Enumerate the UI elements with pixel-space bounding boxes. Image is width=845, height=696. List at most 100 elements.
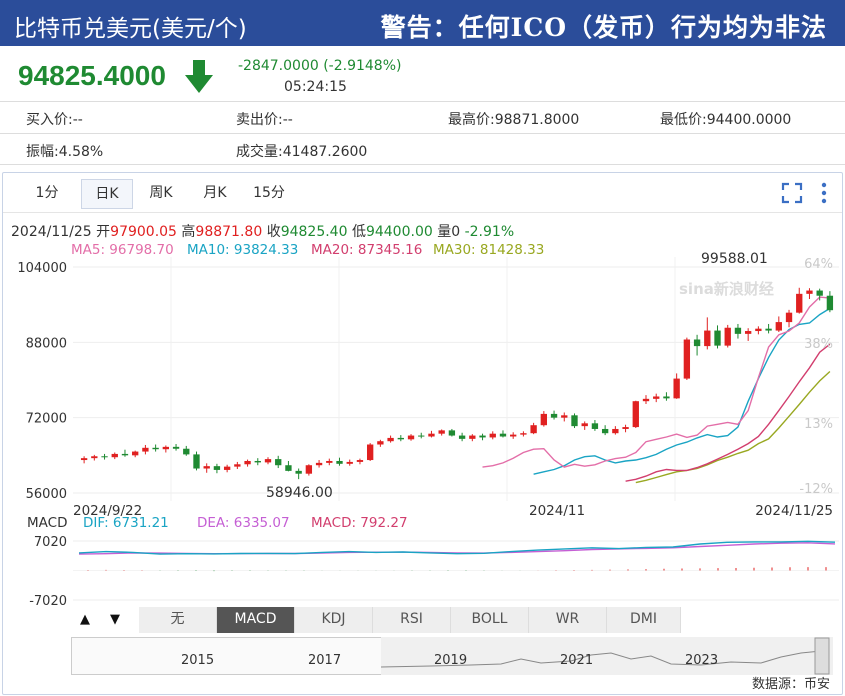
nav-year: 2023 <box>685 653 719 668</box>
candle-body <box>234 464 241 467</box>
ma5-legend: MA5: 96798.70 <box>71 242 174 258</box>
indicator-none[interactable]: 无 <box>139 607 217 633</box>
candle-body <box>264 459 272 463</box>
ohlc-date: 2024/11/25 <box>11 224 92 240</box>
tab-1min[interactable]: 1分 <box>35 185 59 201</box>
candle-body <box>458 435 466 439</box>
stats-table: 买入价:-- 卖出价:-- 最高价:98871.8000 最低价:94400.0… <box>0 101 845 165</box>
macd-y-label: 7020 <box>34 535 67 550</box>
candle-body <box>356 460 364 462</box>
candle-body <box>336 460 343 464</box>
candle-body <box>397 437 404 440</box>
macd-legend: MACD: 792.27 <box>311 515 408 531</box>
candle-body <box>101 456 108 458</box>
candle-body <box>601 428 609 434</box>
open-value: 97900.05 <box>110 224 177 240</box>
candle-body <box>193 454 200 469</box>
candle-body <box>428 433 435 437</box>
fullscreen-icon[interactable] <box>781 182 803 204</box>
nav-year: 2021 <box>560 653 594 668</box>
amplitude-stat: 振幅:4.58% <box>26 144 104 160</box>
kline-chart: sina新浪财经 104000 88000 72000 56000 64% 38% 13% -… <box>17 251 839 609</box>
candle-body <box>407 435 415 440</box>
high-value: 98871.80 <box>195 224 263 240</box>
candle-body <box>111 453 118 458</box>
indicator-boll[interactable]: BOLL <box>451 607 529 633</box>
y-tick-label: 88000 <box>26 336 67 351</box>
pct-tick-label: -12% <box>799 482 833 497</box>
min-price-label: 58946.00 <box>266 485 333 501</box>
indicator-rsi[interactable]: RSI <box>373 607 451 633</box>
chart-panel: 1分 日K 周K 月K 15分 2024/11/25 开97900.05 高98… <box>2 172 843 695</box>
indicator-kdj[interactable]: KDJ <box>295 607 373 633</box>
candle-body <box>254 460 261 463</box>
candle-body <box>632 401 639 428</box>
quote-time: 05:24:15 <box>284 79 347 95</box>
tab-15min[interactable]: 15分 <box>253 185 285 201</box>
candle-body <box>704 330 711 347</box>
ma30-legend: MA30: 81428.33 <box>433 242 545 258</box>
warning-banner: 警告：任何ICO（发币）行为均为非法 <box>380 13 827 42</box>
candle-body <box>673 378 680 399</box>
candle-body <box>132 451 139 456</box>
candle-body <box>142 447 149 452</box>
y-tick-label: 56000 <box>26 487 67 502</box>
candle-body <box>581 423 588 427</box>
candle-body <box>550 413 558 418</box>
candle-body <box>591 423 599 429</box>
candle-body <box>305 465 313 474</box>
down-arrow-icon <box>185 60 213 93</box>
candle-body <box>785 312 793 323</box>
navigator-handle[interactable] <box>814 637 830 675</box>
history-navigator[interactable] <box>71 637 833 675</box>
tab-monthly[interactable]: 月K <box>203 185 227 201</box>
ma10-line <box>533 307 831 475</box>
candle-body <box>663 396 670 399</box>
candle-body <box>530 425 537 434</box>
tab-weekly[interactable]: 周K <box>149 185 173 201</box>
volume-stat: 成交量:41487.2600 <box>236 144 368 160</box>
y-tick-label: 104000 <box>17 261 67 276</box>
x-tick-label: 2024/11 <box>529 503 585 519</box>
candle-body <box>183 448 190 455</box>
candle-body <box>295 470 302 474</box>
candle-body <box>80 458 88 461</box>
candle-body <box>346 461 353 464</box>
macd-title: MACD <box>27 515 67 531</box>
indicator-macd[interactable]: MACD <box>217 607 295 633</box>
app-header: 比特币兑美元(美元/个) 警告：任何ICO（发币）行为均为非法 <box>0 0 845 46</box>
indicator-wr[interactable]: WR <box>529 607 607 633</box>
candle-body <box>826 295 834 311</box>
candle-body <box>244 460 251 465</box>
x-tick-label: 2024/9/22 <box>73 503 142 519</box>
candle-body <box>775 322 782 331</box>
pct-tick-label: 64% <box>804 257 833 272</box>
tab-daily[interactable]: 日K <box>81 179 133 209</box>
dea-line <box>78 542 836 555</box>
candle-body <box>510 434 517 437</box>
nav-year: 2017 <box>308 653 342 668</box>
more-options-icon[interactable] <box>819 181 829 205</box>
x-tick-label: 2024/11/25 <box>755 503 833 519</box>
scroll-up-button[interactable]: ▲ <box>80 612 90 627</box>
candle-body <box>744 331 752 334</box>
current-price: 94825.4000 <box>18 60 166 91</box>
candle-body <box>714 330 721 346</box>
candle-body <box>693 339 701 347</box>
candle-body <box>448 430 456 436</box>
indicator-dmi[interactable]: DMI <box>607 607 681 633</box>
candle-body <box>642 398 650 402</box>
candle-body <box>438 430 445 434</box>
candle-body <box>315 462 323 466</box>
ask-stat: 卖出价:-- <box>236 112 293 128</box>
candle-body <box>540 413 548 426</box>
candle-body <box>683 339 691 379</box>
candle-body <box>377 441 384 445</box>
ma30-line <box>635 370 831 484</box>
candle-body <box>561 415 568 418</box>
dea-legend: DEA: 6335.07 <box>197 515 290 531</box>
candle-body <box>162 446 170 450</box>
pct-tick-label: 13% <box>804 417 833 432</box>
volume-value: 0 <box>451 224 461 240</box>
scroll-down-button[interactable]: ▼ <box>110 612 120 627</box>
